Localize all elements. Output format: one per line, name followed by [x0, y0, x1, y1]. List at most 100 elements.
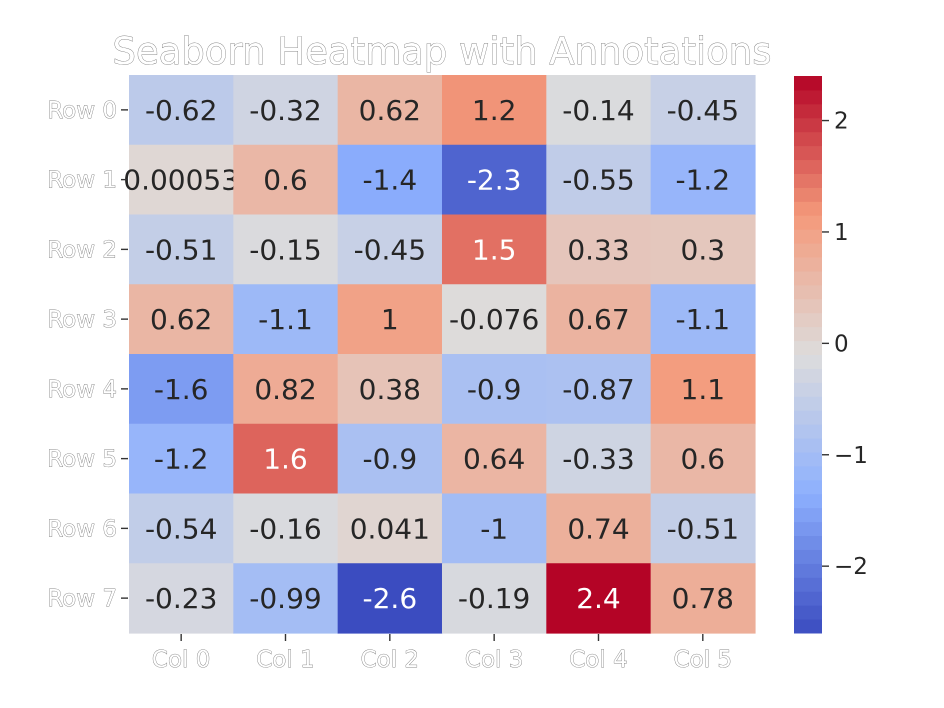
heatmap-cell [441, 423, 547, 495]
cell-annotation: -0.45 [354, 233, 426, 266]
colorbar-segment [794, 340, 822, 355]
cell-annotation: 1.5 [472, 233, 517, 266]
cell-annotation: -0.51 [145, 233, 217, 266]
heatmap-cell [650, 284, 756, 355]
column-tick-label: Col 5 [674, 647, 732, 673]
cell-annotation: 1.6 [263, 443, 308, 476]
colorbar-segment [794, 368, 822, 383]
heatmap-cell [129, 214, 234, 285]
heatmap-cell [650, 423, 756, 495]
colorbar-segment [794, 549, 822, 564]
heatmap-cell [337, 214, 443, 285]
row-tick-label: Row 0 [47, 98, 117, 124]
column-tick-label: Col 1 [256, 647, 314, 673]
colorbar-segment [794, 117, 822, 133]
heatmap-cell [129, 493, 234, 564]
colorbar-segment [794, 312, 822, 328]
row-tick-label: Row 7 [47, 586, 117, 612]
heatmap-cell [233, 493, 339, 564]
colorbar-segment [794, 131, 822, 147]
heatmap-cells: -0.62 -0.32 0.62 1.2 -0.14 -0.45 0.00053 0.6 -1.… [123, 75, 756, 634]
colorbar-segment [794, 159, 822, 174]
cell-annotation: 1 [381, 303, 399, 336]
colorbar: 2 1 0 −1 −2 [794, 76, 868, 634]
colorbar-segment [794, 563, 822, 578]
colorbar-segment [794, 451, 822, 467]
cell-annotation: -0.9 [363, 443, 418, 476]
colorbar-segment [794, 257, 822, 272]
colorbar-tick-label: −2 [834, 554, 868, 580]
cell-annotation: -1.2 [675, 164, 730, 197]
colorbar-segment [794, 89, 822, 105]
colorbar-segment [794, 284, 822, 300]
colorbar-tick-label: 0 [834, 331, 849, 357]
colorbar-tick-label: 2 [834, 109, 849, 135]
row-tick-label: Row 3 [47, 307, 117, 333]
cell-annotation: -0.45 [667, 94, 739, 127]
heatmap-cell [129, 563, 234, 634]
heatmap-cell [129, 423, 234, 495]
heatmap-cell [650, 354, 756, 425]
colorbar-segment [794, 354, 822, 369]
cell-annotation: -0.32 [249, 94, 321, 127]
cell-annotation: -0.87 [562, 373, 634, 406]
cell-annotation: -1.2 [154, 443, 209, 476]
colorbar-segment [794, 187, 822, 202]
cell-annotation: 0.3 [681, 233, 726, 266]
heatmap-cell [650, 144, 756, 216]
column-tick-label: Col 2 [361, 647, 419, 673]
column-tick-label: Col 4 [569, 647, 627, 673]
heatmap-cell [546, 75, 652, 146]
colorbar-segment [794, 619, 822, 634]
heatmap-cell [546, 214, 652, 285]
colorbar-segment [794, 479, 822, 495]
heatmap-cell [441, 214, 547, 285]
cell-annotation: 0.6 [263, 164, 308, 197]
colorbar-segment [794, 76, 822, 91]
colorbar-segment [794, 521, 822, 537]
colorbar-segment [794, 326, 822, 342]
heatmap-cell [337, 563, 443, 634]
heatmap-cell [546, 493, 652, 564]
column-tick-labels: Col 0 Col 1 Col 2 Col 3 Col 4 Col 5 [152, 634, 732, 673]
row-tick-label: Row 1 [47, 168, 117, 194]
colorbar-segment [794, 215, 822, 230]
heatmap-cell [129, 75, 234, 146]
cell-annotation: -1.6 [154, 373, 209, 406]
colorbar-segment [794, 507, 822, 523]
column-tick-label: Col 0 [152, 647, 210, 673]
colorbar-segment [794, 605, 822, 620]
heatmap-cell [441, 284, 547, 355]
colorbar-segment [794, 410, 822, 425]
colorbar-tick-label: 1 [834, 220, 849, 246]
heatmap-cell [337, 144, 443, 216]
cell-annotation: -0.55 [562, 164, 634, 197]
heatmap-cell [233, 284, 339, 355]
heatmap-cell [546, 354, 652, 425]
heatmap-cell [546, 284, 652, 355]
cell-annotation: 1.2 [472, 94, 517, 127]
cell-annotation: 0.74 [567, 512, 629, 545]
cell-annotation: -0.23 [145, 582, 217, 615]
cell-annotation: 0.82 [254, 373, 316, 406]
cell-annotation: 1.1 [681, 373, 726, 406]
colorbar-segment [794, 201, 822, 216]
heatmap-cell [233, 214, 339, 285]
cell-annotation: 0.33 [567, 233, 629, 266]
heatmap-cell [650, 75, 756, 146]
cell-annotation: -1 [480, 512, 508, 545]
cell-annotation: -1.1 [675, 303, 730, 336]
colorbar-segment [794, 243, 822, 258]
cell-annotation: 0.041 [350, 512, 430, 545]
colorbar-segment [794, 577, 822, 592]
heatmap-cell [546, 563, 652, 634]
colorbar-segment [794, 173, 822, 188]
row-tick-label: Row 4 [47, 377, 117, 403]
colorbar-tick-label: −1 [834, 443, 868, 469]
cell-annotation: -0.15 [249, 233, 321, 266]
cell-annotation: -0.54 [145, 512, 217, 545]
cell-annotation: 0.67 [567, 303, 629, 336]
heatmap-cell [546, 144, 652, 216]
heatmap-cell [233, 75, 339, 146]
heatmap-cell [441, 144, 547, 216]
